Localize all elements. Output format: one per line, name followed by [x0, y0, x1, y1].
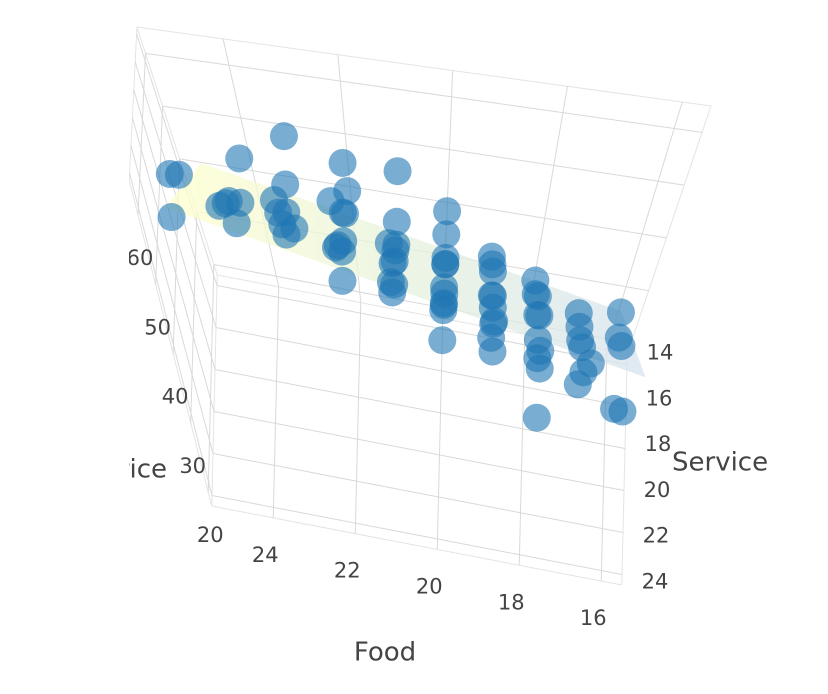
z-tick-label: 60 [127, 246, 154, 270]
grid-line [162, 105, 685, 186]
grid-line [190, 211, 198, 423]
y-axis-title: Service [672, 448, 768, 478]
point [477, 281, 506, 310]
point [259, 186, 288, 215]
box-edge [621, 353, 628, 586]
point [328, 148, 357, 177]
box-edge [129, 26, 138, 181]
box-edge [129, 180, 213, 507]
grid-line [179, 158, 667, 239]
box-edge [136, 26, 218, 276]
point [433, 197, 462, 226]
point [608, 397, 637, 426]
point [478, 337, 507, 366]
point [606, 298, 635, 327]
grid-line [207, 264, 215, 493]
point [321, 233, 350, 262]
point [430, 273, 459, 302]
x-tick-label: 16 [580, 606, 607, 630]
grid-line [436, 318, 444, 550]
point [226, 188, 255, 217]
grid-line [215, 327, 627, 407]
box-edge [211, 274, 218, 507]
grid-line [137, 53, 146, 216]
grid-line [129, 173, 213, 496]
point [521, 266, 550, 295]
x-tick-label: 18 [498, 590, 525, 614]
point [604, 323, 633, 352]
grid-line [518, 334, 526, 566]
point [374, 229, 403, 258]
grid-line [354, 302, 362, 534]
y-tick-label: 22 [643, 524, 670, 548]
grid-line [130, 145, 214, 454]
grid-line [134, 61, 217, 328]
point [432, 220, 461, 249]
point [157, 203, 186, 232]
grid-line [211, 495, 623, 575]
point [382, 207, 411, 236]
grid-line [214, 369, 626, 449]
grid-line [272, 286, 280, 518]
y-tick-label: 14 [647, 340, 674, 364]
grid: 16 18 20 22 24 14 16 18 20 22 24 20 30 40 50 60 [127, 26, 712, 630]
x-tick-label: 24 [252, 543, 279, 567]
point [376, 268, 405, 297]
point [269, 122, 298, 151]
point [576, 349, 605, 378]
y-tick-label: 20 [644, 478, 671, 502]
grid-line [136, 33, 218, 286]
z-tick-label: 50 [144, 315, 171, 339]
z-axis-title: Price [104, 455, 167, 485]
box-edge [136, 26, 712, 107]
point [225, 144, 254, 173]
z-tick-label: 20 [197, 523, 224, 547]
grid-line [212, 453, 624, 533]
point [477, 242, 506, 271]
point [525, 354, 554, 383]
point [164, 160, 193, 189]
y-tick-label: 16 [646, 386, 673, 410]
point [480, 307, 509, 336]
grid-line [600, 350, 608, 582]
point [428, 326, 457, 355]
x-tick-label: 22 [334, 559, 361, 583]
point [333, 177, 362, 206]
box-edge [626, 105, 712, 355]
x-tick-label: 20 [416, 574, 443, 598]
labels-layer: Food Service Price [104, 448, 768, 668]
grid-line [155, 106, 164, 285]
point [429, 296, 458, 325]
x-axis-title: Food [354, 638, 416, 668]
point [431, 243, 460, 272]
grid-line [145, 52, 703, 133]
point [522, 403, 551, 432]
grid-line [216, 285, 628, 365]
grid-line [131, 117, 215, 412]
point [564, 299, 593, 328]
grid-line [213, 411, 625, 491]
plot-area: 16 18 20 22 24 14 16 18 20 22 24 20 30 40 50 60 Food Se… [104, 26, 768, 668]
y-tick-label: 24 [642, 570, 669, 594]
point [328, 266, 357, 295]
points-layer [155, 122, 637, 432]
z-tick-label: 40 [162, 385, 189, 409]
point [383, 157, 412, 186]
box-edge [211, 505, 622, 586]
z-tick-label: 30 [179, 454, 206, 478]
y-tick-label: 18 [645, 432, 672, 456]
